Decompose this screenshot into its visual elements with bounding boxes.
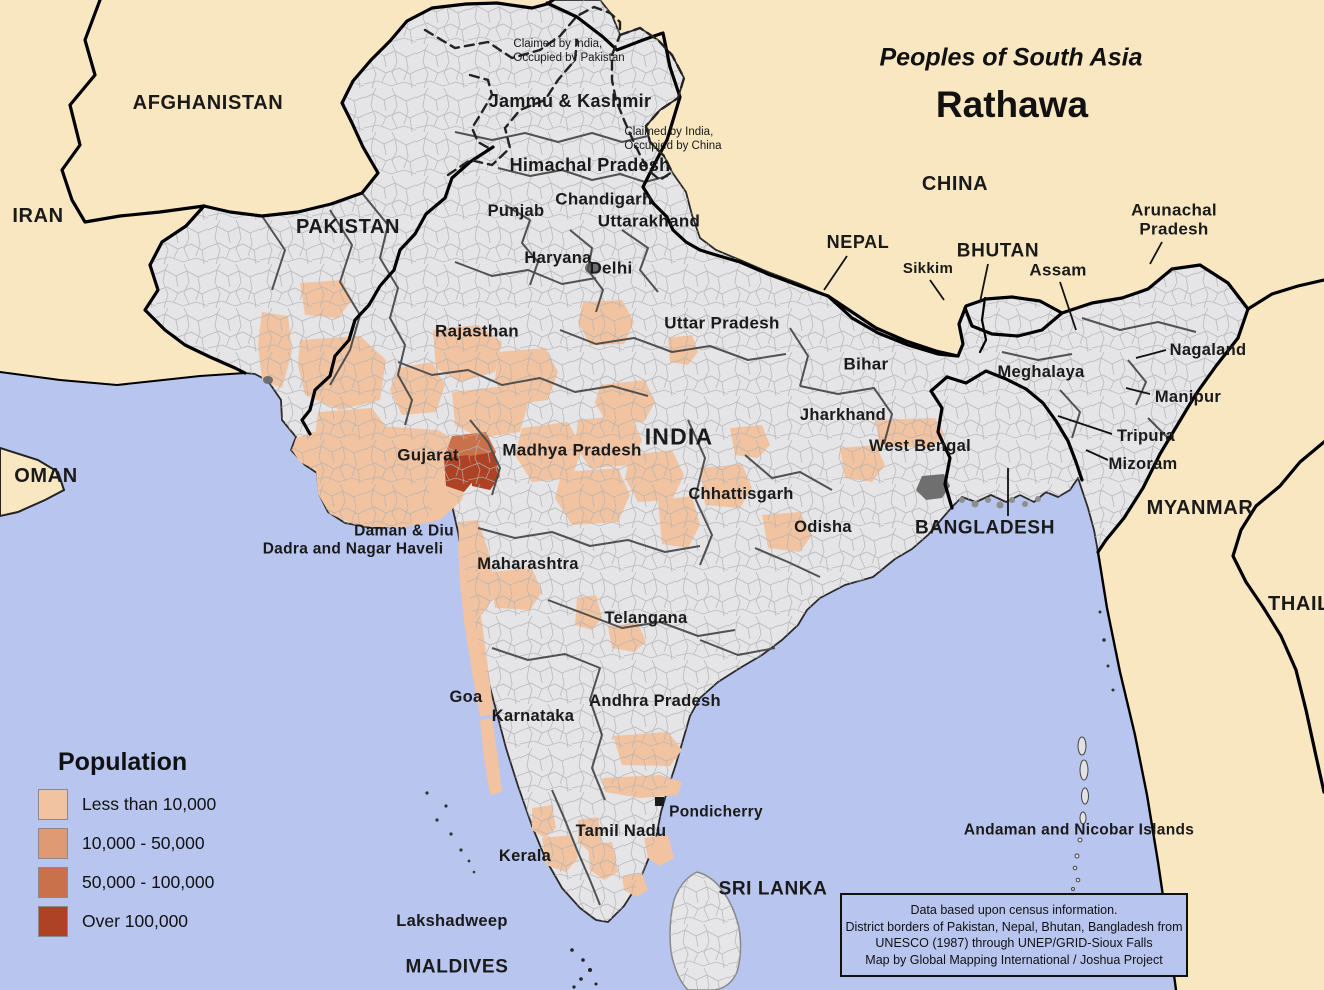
manipur-leader-line <box>1125 387 1151 395</box>
myanmar-coastal-islets <box>1098 610 1115 692</box>
legend-item: Over 100,000 <box>38 906 216 937</box>
legend-label: Less than 10,000 <box>82 794 217 814</box>
land-china-myanmar <box>600 0 1324 990</box>
credits-line: Map by Global Mapping International / Jo… <box>865 952 1163 967</box>
iran-coastline <box>0 371 246 386</box>
legend-label: 10,000 - 50,000 <box>82 833 205 853</box>
border-china-myanmar <box>1246 278 1324 311</box>
mizoram-leader-line <box>1085 449 1109 461</box>
border-india-myanmar <box>1096 307 1250 554</box>
sundarbans-delta <box>959 496 1041 509</box>
kashmir-inner-dashed <box>468 73 494 152</box>
legend-item: Less than 10,000 <box>38 789 216 820</box>
land-oman <box>0 446 66 518</box>
map-series-title: Peoples of South Asia <box>879 43 1143 72</box>
legend-swatch <box>38 789 68 820</box>
kashmir-northern-boundary <box>423 5 622 60</box>
legend-title: Population <box>58 748 188 776</box>
state-borders <box>261 131 1197 906</box>
kolkata-urban-area <box>916 474 950 500</box>
border-nepal-india <box>826 294 960 358</box>
legend-swatch <box>38 867 68 898</box>
legend-items: Less than 10,000 10,000 - 50,000 50,000 - … <box>38 789 216 937</box>
maldives-islands <box>570 948 598 989</box>
credits-line: District borders of Pakistan, Nepal, Bhu… <box>845 919 1183 934</box>
border-india-pakistan <box>300 145 495 436</box>
credits-box: Data based upon census information. Distr… <box>840 893 1188 977</box>
credits-lines: Data based upon census information. Distr… <box>842 902 1186 968</box>
lakshadweep-islands <box>425 791 476 874</box>
line-of-control <box>446 38 579 177</box>
legend-swatch <box>38 906 68 937</box>
karachi-urban-area <box>263 376 273 384</box>
border-iran-afghanistan <box>60 0 206 224</box>
border-india-china <box>545 1 1250 358</box>
land-iran-afghanistan <box>0 0 553 385</box>
legend-item: 10,000 - 50,000 <box>38 828 216 859</box>
nagaland-leader-line <box>1135 349 1167 359</box>
arunachal-leader-line <box>1149 241 1163 265</box>
legend-swatch <box>38 828 68 859</box>
border-iran-pakistan <box>143 204 247 375</box>
aksai-chin-boundary <box>610 26 686 182</box>
bhutan-leader-line <box>979 263 989 303</box>
pondicherry-marker <box>655 797 664 806</box>
assam-leader-line <box>1059 281 1077 331</box>
border-bangladesh-india <box>929 369 1084 510</box>
andaman-nicobar-islands <box>1071 736 1089 891</box>
label-leader-lines <box>823 241 1167 516</box>
credits-line: Data based upon census information. <box>910 903 1118 917</box>
sikkim-leader-line <box>929 279 945 301</box>
credits-line: UNESCO (1987) through UNEP/GRID-Sioux Fa… <box>875 936 1153 950</box>
nepal-leader-line <box>823 255 848 291</box>
legend-item: 50,000 - 100,000 <box>38 867 216 898</box>
delhi-urban-area <box>585 262 599 274</box>
legend-label: Over 100,000 <box>82 911 189 931</box>
border-afghanistan-pakistan <box>202 0 555 218</box>
legend-label: 50,000 - 100,000 <box>82 872 215 892</box>
population-legend: Population Less than 10,000 10,000 - 50,0… <box>38 748 216 945</box>
people-name-title: Rathawa <box>935 84 1089 125</box>
disputed-borders <box>423 5 686 182</box>
border-bhutan-india <box>963 306 1064 338</box>
tripura-leader-line <box>1057 415 1113 435</box>
border-myanmar-thailand <box>1231 440 1324 794</box>
